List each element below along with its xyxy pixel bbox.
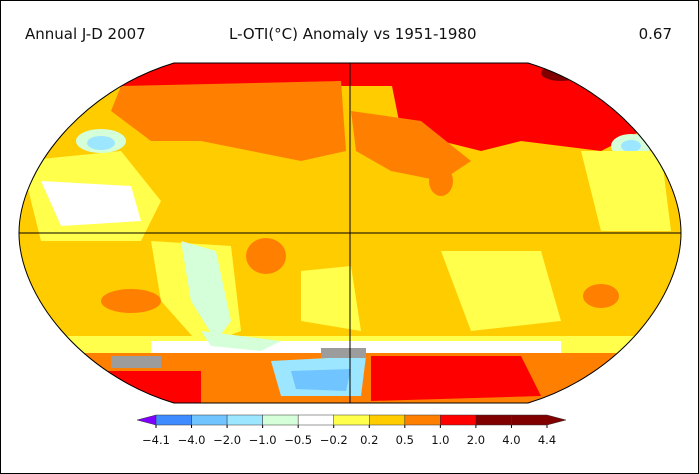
colorbar-swatch (475, 414, 512, 426)
colorbar-tick-label: 4.0 (502, 433, 521, 447)
colorbar (136, 414, 567, 428)
colorbar-swatch (191, 414, 228, 426)
colorbar-swatch (297, 414, 334, 426)
colorbar-swatch (226, 414, 263, 426)
global-mean-value: 0.67 (638, 25, 672, 43)
colorbar-tick-label: −0.2 (319, 433, 348, 447)
map-outline (18, 62, 682, 404)
colorbar-tick-label: −1.0 (248, 433, 277, 447)
colorbar-tick-label: 4.4 (537, 433, 557, 447)
colorbar-tick-label: 2.0 (466, 433, 486, 447)
colorbar-min-arrow (136, 414, 157, 426)
colorbar-tick-label: 0.5 (395, 433, 414, 447)
colorbar-swatch (262, 414, 299, 426)
colorbar-swatch (155, 414, 192, 426)
period-label: Annual J-D 2007 (25, 25, 146, 43)
colorbar-tick-label: −0.5 (284, 433, 313, 447)
colorbar-max-arrow (511, 414, 567, 426)
missing-data-region (111, 356, 161, 368)
colorbar-swatch (440, 414, 477, 426)
colorbar-swatch (333, 414, 370, 426)
colorbar-tick-label: 1.0 (431, 433, 450, 447)
colorbar-swatch (404, 414, 441, 426)
missing-data-region (321, 348, 366, 358)
colorbar-tick-label: −4.1 (142, 433, 170, 447)
colorbar-swatch (369, 414, 406, 426)
map-title: L-OTI(°C) Anomaly vs 1951-1980 (229, 25, 477, 43)
colorbar-tick-label: −4.0 (177, 433, 206, 447)
colorbar-tick-label: −2.0 (213, 433, 242, 447)
colorbar-tick-label: 0.2 (360, 433, 379, 447)
